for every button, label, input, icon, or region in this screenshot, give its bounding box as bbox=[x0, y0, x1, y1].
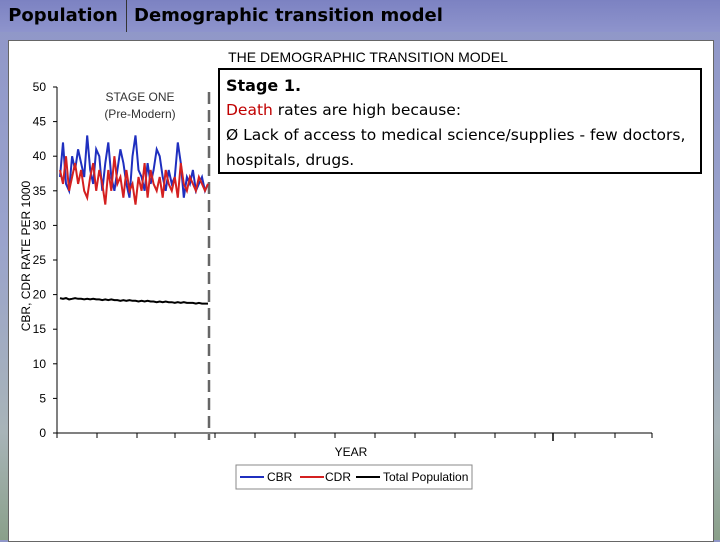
callout-bullet-text: Lack of access to medical science/suppli… bbox=[226, 126, 686, 169]
legend-box bbox=[235, 464, 473, 490]
y-tick-label: 30 bbox=[33, 218, 47, 232]
y-axis-label: CBR, CDR RATE PER 1000 bbox=[19, 180, 33, 331]
legend-label: CBR bbox=[267, 470, 293, 484]
callout-title: Stage 1. bbox=[226, 76, 302, 95]
chart-title: THE DEMOGRAPHIC TRANSITION MODEL bbox=[228, 49, 508, 65]
x-axis-label: YEAR bbox=[335, 445, 368, 459]
y-tick-label: 50 bbox=[33, 80, 47, 94]
series-cdr bbox=[59, 156, 209, 205]
y-tick-label: 20 bbox=[33, 288, 47, 302]
y-tick-label: 35 bbox=[33, 184, 47, 198]
y-tick-label: 15 bbox=[33, 322, 47, 336]
bullet-arrow-icon: Ø bbox=[226, 126, 239, 144]
y-tick-label: 40 bbox=[33, 149, 47, 163]
title-bar: Population Demographic transition model bbox=[0, 0, 720, 32]
axes: 0 5 10 15 20 25 30 35 40 45 50 bbox=[33, 80, 653, 441]
callout-line-rest: rates are high because: bbox=[272, 101, 462, 119]
series-layer bbox=[59, 135, 209, 305]
y-tick-label: 45 bbox=[33, 115, 47, 129]
series-cbr bbox=[59, 135, 209, 198]
stage-label-line2: (Pre-Modern) bbox=[104, 107, 175, 121]
callout-bullet: Ø Lack of access to medical science/supp… bbox=[226, 123, 694, 173]
stage-one-callout: Stage 1. Death rates are high because: Ø… bbox=[218, 68, 702, 174]
tab-demographic-transition-model[interactable]: Demographic transition model bbox=[134, 5, 443, 26]
series-total-population bbox=[59, 297, 208, 305]
legend-label: CDR bbox=[325, 470, 351, 484]
legend: CBR CDR Total Population bbox=[235, 464, 473, 490]
y-tick-label: 25 bbox=[33, 253, 47, 267]
legend-label: Total Population bbox=[383, 470, 468, 484]
callout-death-word: Death bbox=[226, 101, 273, 119]
y-tick-label: 5 bbox=[39, 391, 46, 405]
tab-population[interactable]: Population bbox=[0, 0, 127, 32]
stage-label-line1: STAGE ONE bbox=[105, 90, 174, 104]
y-tick-label: 0 bbox=[39, 426, 46, 440]
callout-line-death: Death rates are high because: bbox=[226, 98, 694, 123]
y-tick-label: 10 bbox=[33, 357, 47, 371]
